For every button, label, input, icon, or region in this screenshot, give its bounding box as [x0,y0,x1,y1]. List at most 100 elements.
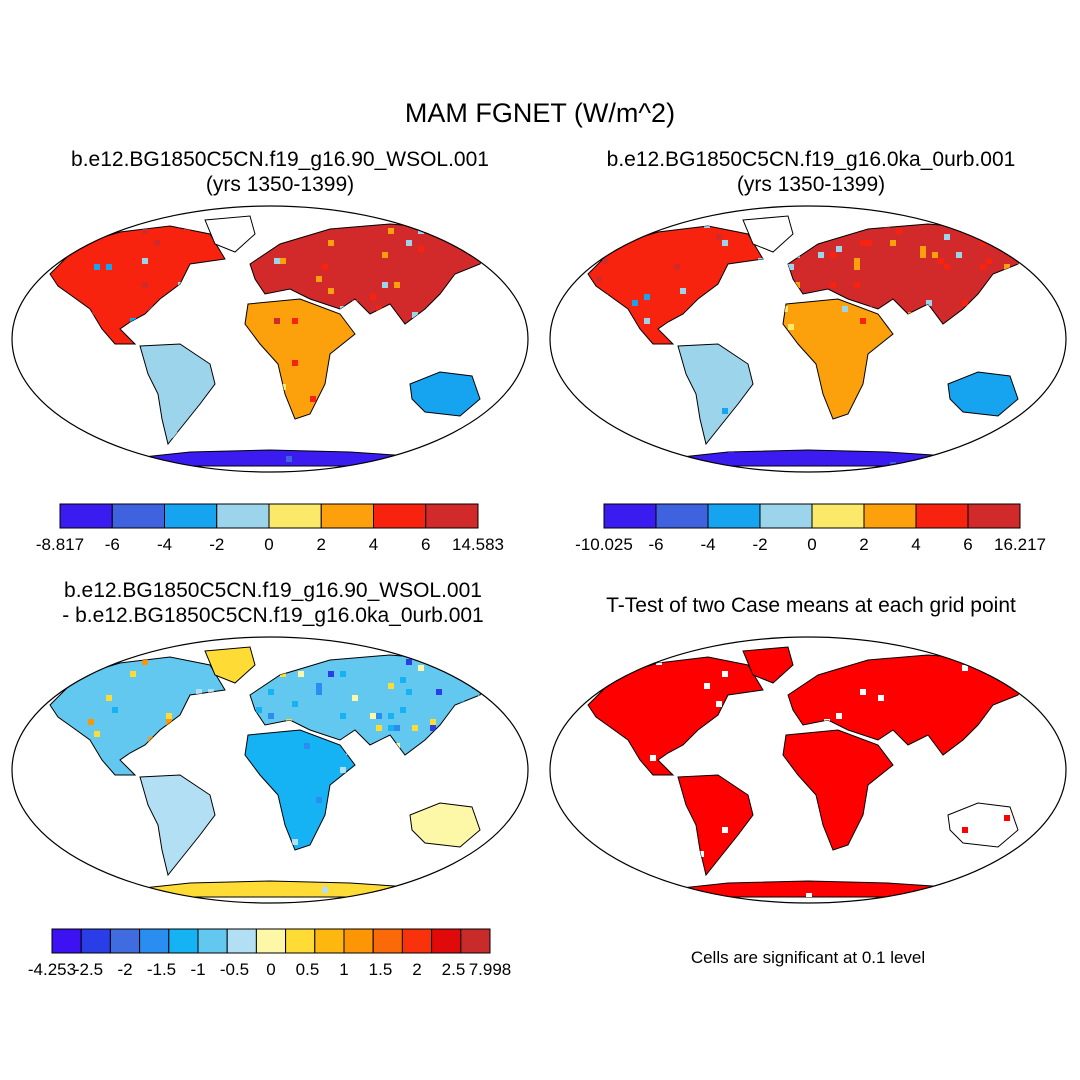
grid-cell [1046,246,1052,252]
grid-cell [578,414,584,420]
grid-cell [76,444,82,450]
grid-cell [788,324,794,330]
colorbar-swatch [603,503,657,529]
grid-cell [520,378,526,384]
grid-cell [94,264,100,270]
colorbar-swatch [915,503,969,529]
grid-cell [496,881,502,887]
grid-cell [1058,438,1064,444]
grid-cell [52,671,58,677]
grid-cell [460,893,466,899]
grid-cell [514,204,520,210]
grid-cell [154,240,160,246]
grid-cell [836,246,842,252]
grid-cell [202,899,208,905]
grid-cell [412,641,418,647]
grid-cell [956,647,962,653]
grid-cell [548,408,554,414]
grid-cell [956,462,962,468]
grid-cell [142,659,148,665]
grid-cell [412,725,418,731]
grid-cell [520,468,526,474]
grid-cell [1040,222,1046,228]
grid-cell [50,240,52,246]
grid-cell [968,444,974,450]
grid-cell [514,899,520,905]
grid-cell [548,228,554,234]
grid-cell [502,210,508,216]
grid-cell [1064,653,1068,659]
colorbar-tick-label: -8.817 [36,535,84,554]
grid-cell [484,240,490,246]
grid-cell [1040,240,1046,246]
grid-cell [520,677,526,683]
grid-cell [938,462,944,466]
grid-cell [352,468,358,474]
grid-cell [40,635,46,641]
land-australia [409,371,481,417]
colorbar-panel-3: -4.253-2.5 -2 -1.5 -1 -0.5 0 0.5 1 1.5 2 2.5 7.998 [28,928,511,979]
grid-cell [22,276,28,282]
grid-cell [650,755,656,761]
panel-1-title-line2: (yrs 1350-1399) [205,173,355,196]
grid-cell [956,450,962,456]
grid-cell [956,210,962,216]
grid-cell [968,216,974,222]
grid-cell [596,671,602,677]
panel-1-title: b.e12.BG1850C5CN.f19_g16.90_WSOL.001 (yr… [30,147,530,197]
grid-cell [130,887,136,893]
grid-cell [914,276,920,282]
grid-cell [890,240,896,246]
land-greenland [742,646,794,684]
grid-cell [136,246,142,252]
grid-cell [448,468,454,474]
colorbar-swatch [811,503,865,529]
grid-cell [548,420,554,426]
grid-cell [130,899,136,905]
grid-cell [316,276,322,282]
grid-cell [878,695,884,701]
grid-cell [34,845,40,851]
grid-cell [16,384,22,390]
grid-cell [854,258,860,264]
grid-cell [376,204,382,210]
grid-cell [382,252,388,258]
grid-cell [490,414,496,420]
grid-cell [454,671,460,677]
colorbar-tick-label: -6 [105,535,120,554]
grid-cell [722,671,728,677]
grid-cell [10,869,16,875]
grid-cell [788,264,794,270]
grid-cell [76,462,82,468]
colorbar-tick-label: -4 [157,535,172,554]
grid-cell [136,641,142,647]
grid-cell [394,210,400,216]
grid-cell [572,875,578,881]
grid-cell [722,240,728,246]
grid-cell [490,252,496,258]
grid-cell [920,252,926,258]
grid-cell [472,659,478,665]
grid-cell [1010,426,1016,432]
grid-cell [142,462,148,468]
colorbar-swatch [109,928,141,954]
grid-cell [10,408,16,414]
grid-cell [166,641,172,647]
grid-cell [992,671,998,677]
grid-cell [94,659,100,665]
grid-cell [340,671,346,677]
grid-cell [112,707,118,713]
grid-cell [1040,426,1046,432]
grid-cell [418,665,424,671]
grid-cell [520,713,526,719]
grid-cell [466,444,472,450]
panel-2-title-line1: b.e12.BG1850C5CN.f19_g16.0ka_0urb.001 [606,148,1016,171]
grid-cell [902,468,908,474]
grid-cell [674,216,680,222]
grid-cell [502,887,508,893]
grid-cell [412,210,418,216]
grid-cell [130,887,136,893]
grid-cell [626,228,632,234]
grid-cell [520,204,526,210]
grid-cell [508,671,514,677]
